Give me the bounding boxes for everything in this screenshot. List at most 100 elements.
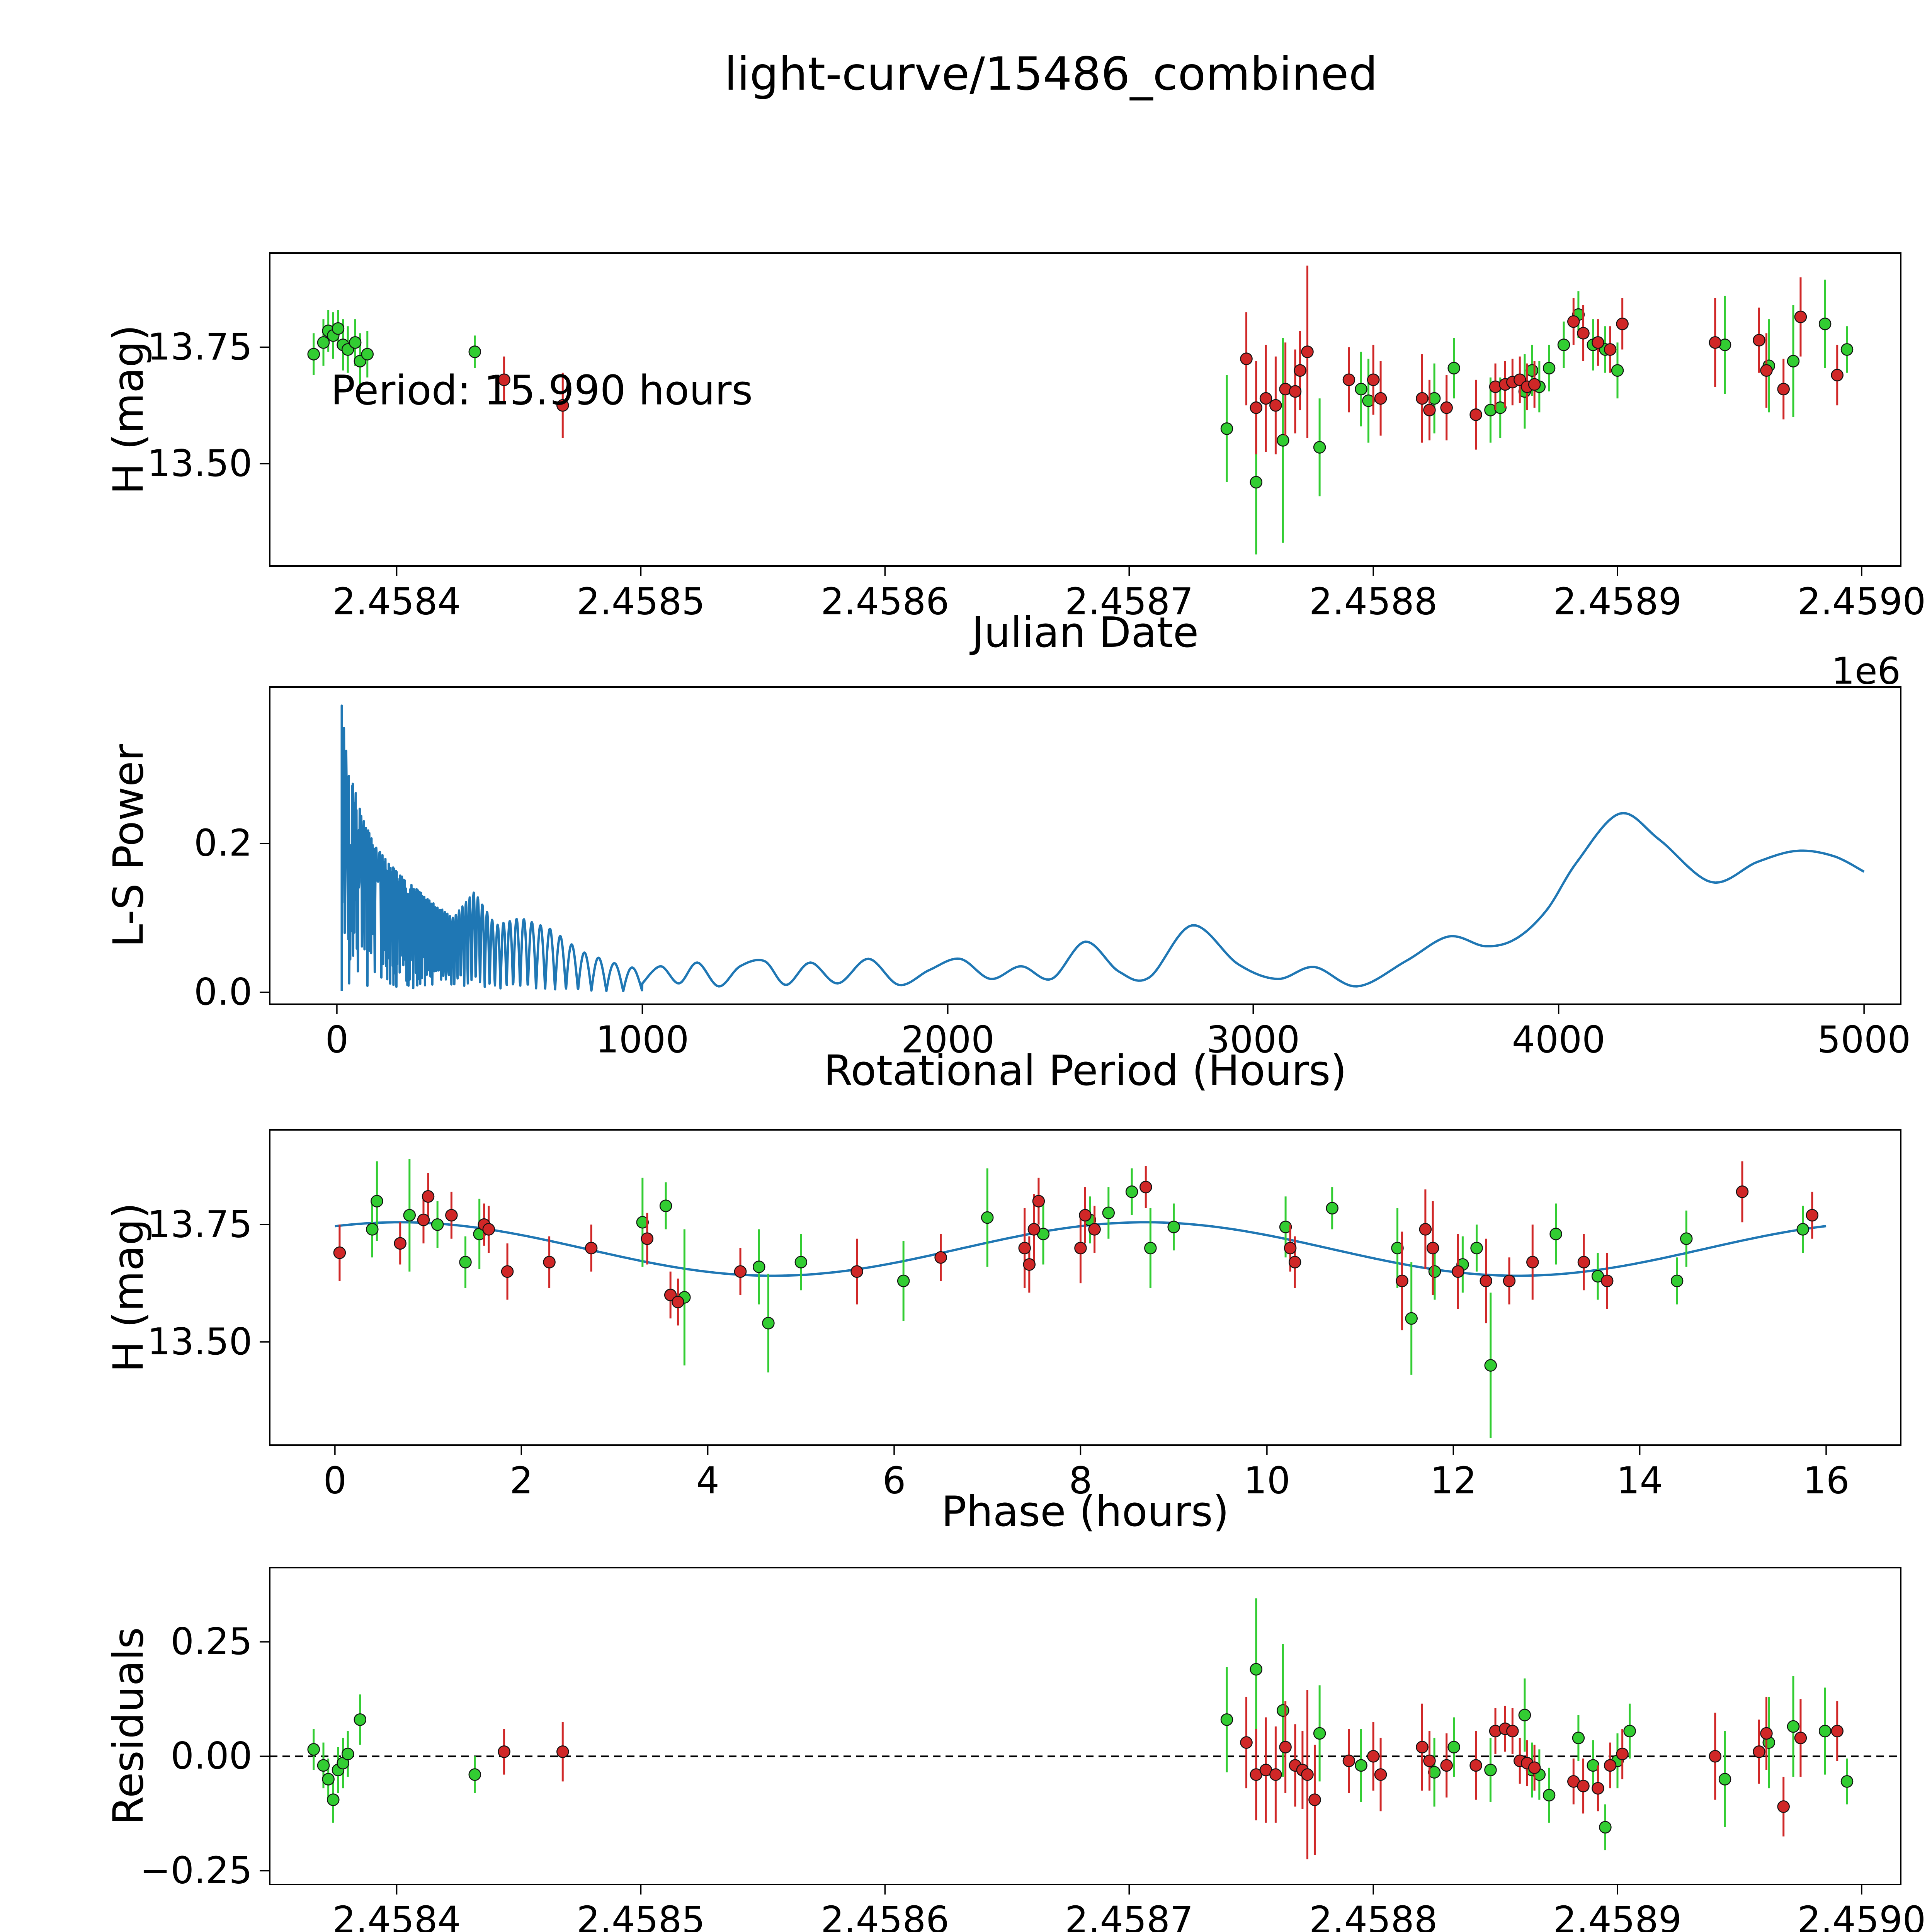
series-dataset-red (498, 265, 1844, 454)
data-point (1709, 336, 1722, 349)
data-point (403, 1209, 416, 1222)
y-axis-label: H (mag) (105, 325, 153, 495)
data-point (1753, 334, 1765, 347)
data-point (431, 1218, 444, 1231)
x-tick-label: 2.4590 (1798, 1899, 1926, 1932)
series-dataset-red (498, 1690, 1844, 1859)
x-tick-label: 2.4586 (821, 1899, 949, 1932)
x-tick-label: 5000 (1817, 1019, 1911, 1061)
y-tick-label: 0.2 (194, 822, 252, 865)
y-tick-label: 13.75 (147, 1203, 252, 1246)
data-point (1753, 1745, 1765, 1758)
axis-offset-label: 1e6 (1832, 650, 1901, 693)
data-point (1567, 315, 1580, 328)
data-point (482, 1223, 495, 1236)
x-tick-label: 3000 (1206, 1019, 1300, 1061)
x-tick-label: 6 (883, 1460, 906, 1502)
data-point (1342, 1754, 1355, 1767)
y-tick-label: 13.75 (147, 326, 252, 368)
data-point (1374, 1768, 1387, 1781)
data-point (1840, 343, 1854, 356)
data-point (1518, 1709, 1531, 1721)
data-point (1391, 1242, 1404, 1255)
x-tick-label: 2 (510, 1460, 533, 1502)
data-point (1416, 1741, 1429, 1753)
data-point (734, 1265, 747, 1278)
period-annotation: Period: 15.990 hours (331, 367, 753, 414)
y-axis-label: H (mag) (105, 1202, 153, 1372)
data-point (641, 1232, 654, 1245)
data-point (1355, 1759, 1367, 1772)
data-point (934, 1251, 947, 1264)
data-point (556, 1745, 569, 1758)
data-point (468, 345, 481, 358)
data-point (1600, 1274, 1614, 1287)
data-point (1794, 310, 1807, 323)
x-tick-label: 10 (1243, 1460, 1290, 1502)
data-point (1480, 1274, 1492, 1287)
data-point (1440, 1759, 1453, 1772)
data-point (1308, 1793, 1321, 1806)
data-point (1787, 1720, 1800, 1733)
data-point (556, 399, 569, 412)
data-point (1342, 373, 1355, 386)
data-point (327, 1793, 340, 1806)
data-point (1088, 1223, 1101, 1236)
data-point (1549, 1228, 1562, 1240)
x-axis-label: Julian Date (969, 1927, 1199, 1932)
data-point (1469, 408, 1482, 421)
y-tick-label: 0.00 (170, 1735, 252, 1777)
data-point (1074, 1242, 1087, 1255)
data-point (1777, 1800, 1790, 1813)
data-point (1777, 383, 1790, 396)
periodogram-curve (340, 704, 1865, 992)
y-axis-label: L-S Power (105, 744, 153, 947)
x-tick-label: 2.4586 (821, 581, 949, 623)
data-point (1760, 364, 1773, 377)
data-point (1279, 1741, 1292, 1753)
data-point (1277, 434, 1289, 447)
data-point (1374, 392, 1387, 405)
data-point (1102, 1206, 1115, 1219)
data-point (394, 1237, 406, 1250)
data-point (1250, 1663, 1263, 1676)
data-point (1670, 1274, 1684, 1287)
data-point (1577, 1779, 1590, 1793)
data-point (1313, 441, 1326, 454)
x-tick-label: 0 (323, 1460, 347, 1502)
data-point (1294, 364, 1306, 377)
plot-area-residuals-vs-jd (270, 1598, 1901, 1859)
data-point (1577, 327, 1590, 340)
data-point (1023, 1258, 1036, 1271)
data-point (498, 373, 510, 386)
data-point (672, 1296, 684, 1308)
data-point (1220, 422, 1233, 435)
data-point (422, 1190, 435, 1203)
data-point (1709, 1750, 1722, 1763)
data-point (1301, 345, 1314, 358)
x-tick-label: 12 (1430, 1460, 1477, 1502)
data-point (1288, 1256, 1301, 1269)
panel-ls-periodogram: 0 1000 2000 3000 4000 5000 0.0 0.2 Rotational Pe… (105, 686, 1911, 1095)
data-point (1592, 336, 1604, 349)
data-point (1079, 1209, 1092, 1222)
data-point (1611, 364, 1624, 377)
x-tick-label: 2.4585 (577, 1899, 705, 1932)
data-point (1313, 1727, 1326, 1740)
figure-title: light-curve/15486_combined (724, 47, 1378, 100)
data-point (1419, 1223, 1432, 1236)
x-tick-label: 2.4584 (332, 581, 461, 623)
data-point (1484, 1359, 1497, 1372)
data-point (1355, 383, 1367, 396)
data-point (1831, 1725, 1844, 1738)
data-point (361, 348, 374, 361)
data-point (341, 1748, 354, 1760)
data-point (1289, 385, 1302, 398)
data-point (1599, 1821, 1612, 1834)
data-point (636, 1216, 649, 1229)
x-tick-label: 1000 (595, 1019, 689, 1061)
data-point (1557, 338, 1570, 351)
y-tick-label: 0.25 (170, 1621, 252, 1663)
